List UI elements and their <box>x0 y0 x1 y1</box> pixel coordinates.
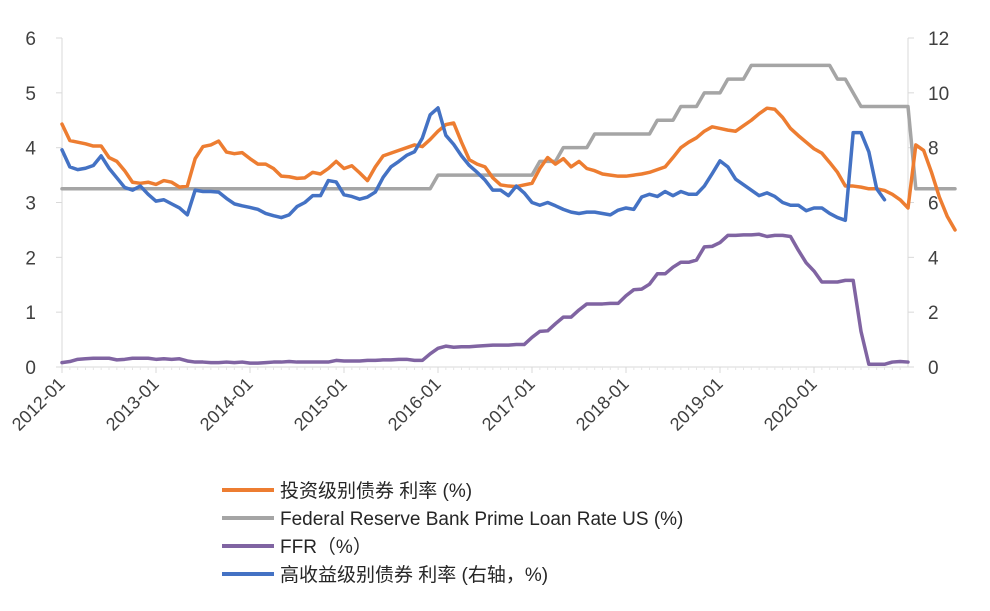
legend-label-ffr: FFR（%） <box>280 536 372 558</box>
y-right-tick-label: 8 <box>928 139 939 160</box>
x-tick-label: 2012-01 <box>8 374 69 435</box>
legend-item-ffr: FFR（%） <box>222 536 372 558</box>
legend-label-high-yield: 高收益级别债券 利率 (右轴，%) <box>280 564 548 586</box>
legend-label-investment-grade: 投资级别债券 利率 (%) <box>280 480 472 502</box>
x-tick-label: 2020-01 <box>760 374 821 435</box>
y-right-tick-label: 0 <box>928 358 939 379</box>
x-tick-label: 2019-01 <box>666 374 727 435</box>
y-right-tick-label: 2 <box>928 303 939 324</box>
series-high-yield <box>60 106 887 223</box>
y-left-tick-label: 6 <box>25 29 36 50</box>
x-tick-label: 2015-01 <box>290 374 351 435</box>
y-left-tick-label: 4 <box>25 139 36 160</box>
series-prime-rate <box>60 63 957 191</box>
x-tick-label: 2018-01 <box>572 374 633 435</box>
y-left-tick-label: 3 <box>25 194 36 215</box>
y-left-tick-label: 5 <box>25 84 36 105</box>
series-ffr <box>60 232 910 367</box>
y-right-tick-label: 10 <box>928 84 949 105</box>
y-right-tick-label: 4 <box>928 248 939 269</box>
x-tick-label: 2017-01 <box>478 374 539 435</box>
y-left-tick-label: 0 <box>25 358 36 379</box>
x-tick-label: 2013-01 <box>102 374 163 435</box>
legend-item-prime-rate: Federal Reserve Bank Prime Loan Rate US … <box>222 509 683 530</box>
y-right-tick-label: 12 <box>928 29 949 50</box>
chart-series <box>60 63 957 367</box>
x-tick-label: 2016-01 <box>384 374 445 435</box>
y-left-tick-label: 2 <box>25 248 36 269</box>
chart-legend: 投资级别债券 利率 (%) Federal Reserve Bank Prime… <box>222 480 683 586</box>
x-tick-label: 2014-01 <box>196 374 257 435</box>
y-left-tick-label: 1 <box>25 303 36 324</box>
legend-item-high-yield: 高收益级别债券 利率 (右轴，%) <box>222 564 548 586</box>
legend-item-investment-grade: 投资级别债券 利率 (%) <box>222 480 472 502</box>
series-investment-grade <box>60 106 957 232</box>
legend-label-prime-rate: Federal Reserve Bank Prime Loan Rate US … <box>280 509 683 530</box>
y-right-tick-label: 6 <box>928 194 939 215</box>
